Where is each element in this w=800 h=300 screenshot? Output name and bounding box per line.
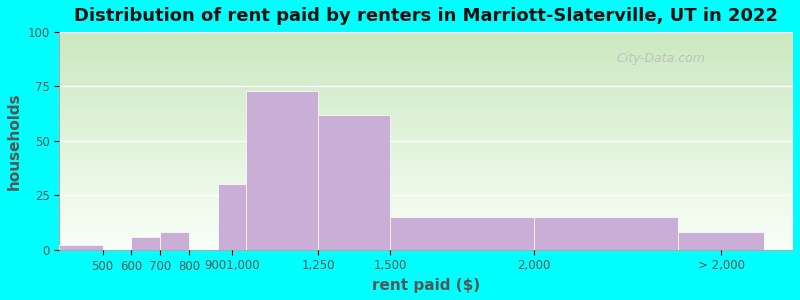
Y-axis label: households: households <box>7 92 22 190</box>
Title: Distribution of rent paid by renters in Marriott-Slaterville, UT in 2022: Distribution of rent paid by renters in … <box>74 7 778 25</box>
Bar <box>59 245 102 250</box>
Text: City-Data.com: City-Data.com <box>617 52 706 65</box>
Bar <box>318 115 390 250</box>
Bar <box>390 217 534 250</box>
Bar <box>246 91 318 250</box>
X-axis label: rent paid ($): rent paid ($) <box>372 278 480 293</box>
Bar <box>218 184 246 250</box>
Bar <box>678 232 764 250</box>
Bar <box>534 217 678 250</box>
Bar <box>160 232 189 250</box>
Bar <box>131 237 160 250</box>
